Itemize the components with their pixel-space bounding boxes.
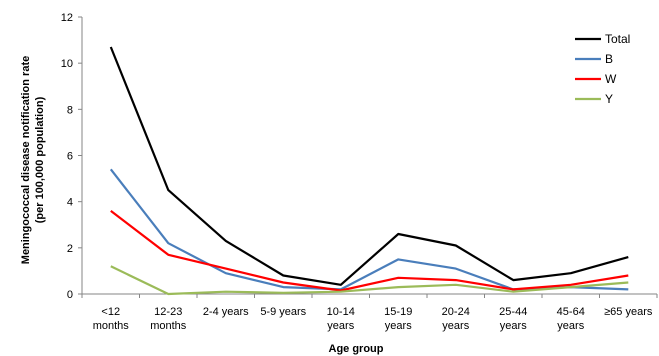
- y-tick-label: 10: [61, 58, 73, 70]
- y-tick-label: 2: [67, 243, 73, 255]
- legend-label-total: Total: [605, 32, 630, 46]
- y-tick-label: 0: [67, 289, 73, 301]
- series-line-total: [109, 46, 629, 286]
- series-line-y: [110, 265, 629, 296]
- x-axis-title: Age group: [329, 343, 384, 355]
- series-line-w: [110, 210, 629, 292]
- x-tick-label: <12 months: [93, 306, 130, 332]
- x-tick-label: 25-44 years: [499, 306, 527, 332]
- y-tick-label: 8: [67, 104, 73, 116]
- series-line-b: [109, 168, 629, 291]
- x-tick-label: 15-19 years: [384, 306, 412, 332]
- x-tick-label: 10-14 years: [327, 306, 355, 332]
- legend-label-w: W: [605, 72, 617, 86]
- y-tick-label: 4: [67, 197, 73, 209]
- x-tick-label: 2-4 years: [203, 306, 249, 318]
- y-axis-title: Meningococcal disease notification rate(…: [20, 56, 46, 264]
- x-tick-label: ≥65 years: [604, 306, 653, 318]
- y-tick-label: 12: [61, 12, 73, 24]
- legend-label-y: Y: [605, 92, 613, 106]
- x-tick-label: 12-23 months: [150, 306, 187, 332]
- x-tick-label: 45-64 years: [557, 306, 585, 332]
- legend-label-b: B: [605, 52, 613, 66]
- x-tick-label: 20-24 years: [442, 306, 470, 332]
- y-tick-label: 6: [67, 151, 73, 163]
- x-tick-label: 5-9 years: [260, 306, 306, 318]
